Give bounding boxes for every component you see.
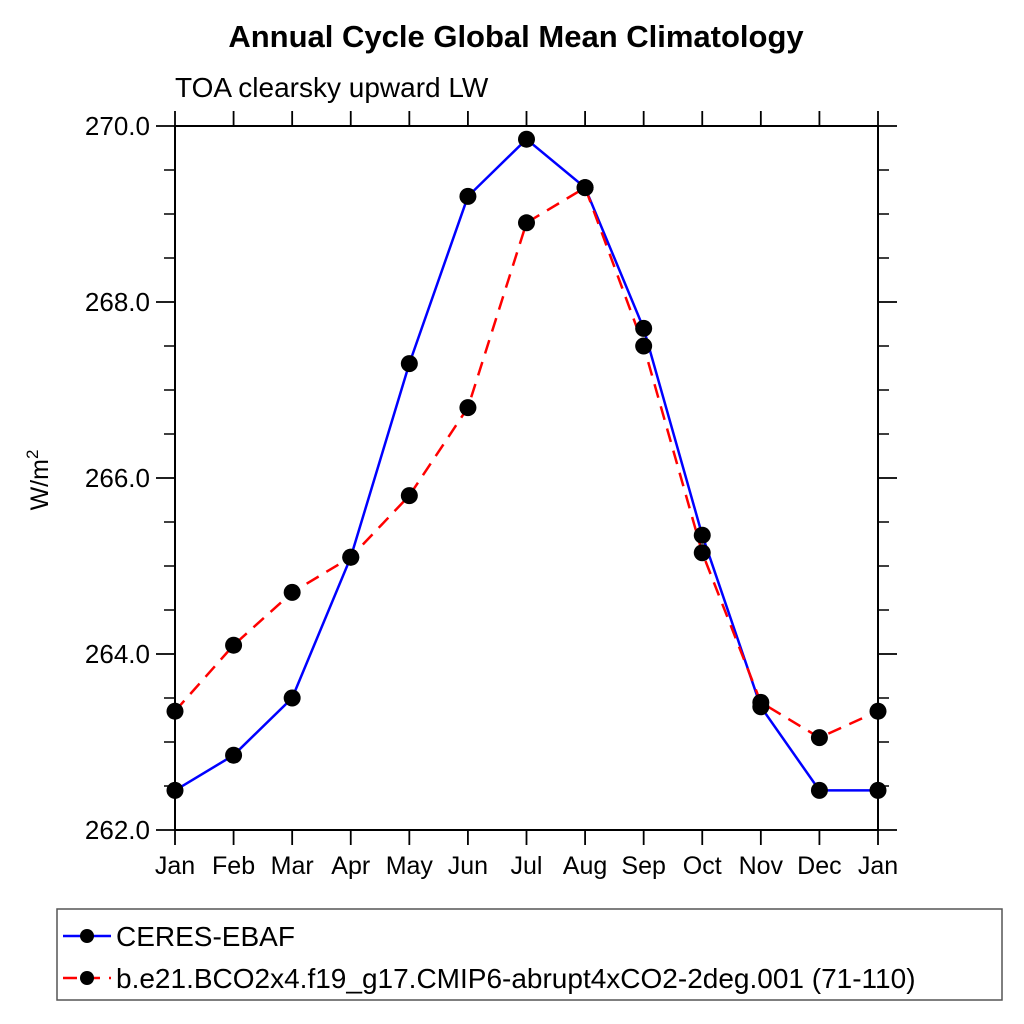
data-point <box>342 548 360 566</box>
data-point <box>576 179 594 197</box>
x-tick-label: Feb <box>212 852 255 880</box>
x-tick-label: Nov <box>739 852 784 880</box>
x-tick-label: Jan <box>858 852 898 880</box>
series-line-solid <box>174 137 878 792</box>
data-point <box>283 689 301 707</box>
x-tick-label: Jun <box>448 852 488 880</box>
y-tick-label: 266.0 <box>85 463 150 493</box>
data-point <box>693 544 711 562</box>
data-point <box>869 781 887 799</box>
data-point <box>810 729 828 747</box>
data-point <box>518 130 535 148</box>
x-tick-label: May <box>386 852 434 880</box>
y-tick-label: 262.0 <box>85 815 150 845</box>
x-tick-label: Sep <box>621 852 665 880</box>
data-point <box>635 319 653 337</box>
series-line-dashed <box>174 185 879 740</box>
data-point <box>459 399 477 417</box>
data-point <box>693 526 711 544</box>
data-point <box>518 214 535 232</box>
data-point <box>810 781 828 799</box>
data-point <box>459 187 477 205</box>
chart-subtitle: TOA clearsky upward LW <box>175 72 489 103</box>
legend-label: b.e21.BCO2x4.f19_g17.CMIP6-abrupt4xCO2-2… <box>116 963 916 994</box>
data-point <box>400 487 418 505</box>
legend-label: CERES-EBAF <box>116 921 295 952</box>
x-tick-label: Jul <box>511 852 543 880</box>
y-tick-label: 264.0 <box>85 639 150 669</box>
data-point <box>225 746 243 764</box>
x-tick-label: Oct <box>683 852 722 880</box>
x-tick-label: Apr <box>331 852 370 880</box>
legend-box <box>56 908 1003 1001</box>
x-tick-label: Dec <box>797 852 841 880</box>
data-point <box>752 693 770 711</box>
x-tick-label: Aug <box>563 852 607 880</box>
y-tick-label: 270.0 <box>85 111 150 141</box>
data-point <box>283 583 301 601</box>
y-tick-label: 268.0 <box>85 287 150 317</box>
x-tick-label: Mar <box>271 852 314 880</box>
data-point <box>635 337 653 355</box>
data-point <box>166 781 184 799</box>
chart-title: Annual Cycle Global Mean Climatology <box>228 19 804 54</box>
x-tick-label: Jan <box>155 852 195 880</box>
data-point <box>869 702 887 720</box>
legend-marker <box>80 971 94 985</box>
data-point <box>400 355 418 373</box>
data-point <box>166 702 184 720</box>
plot-area: Jan Feb Mar Apr May Jun Jul Aug Sep Oct Nov Dec Jan2… <box>85 111 898 880</box>
y-axis-label: W/m2 <box>23 450 54 511</box>
legend-marker <box>80 929 94 943</box>
data-point <box>225 636 243 654</box>
legend: CERES-EBAF b.e21.BCO2x4.f19_g17.CMIP6-abr… <box>56 908 1003 1001</box>
